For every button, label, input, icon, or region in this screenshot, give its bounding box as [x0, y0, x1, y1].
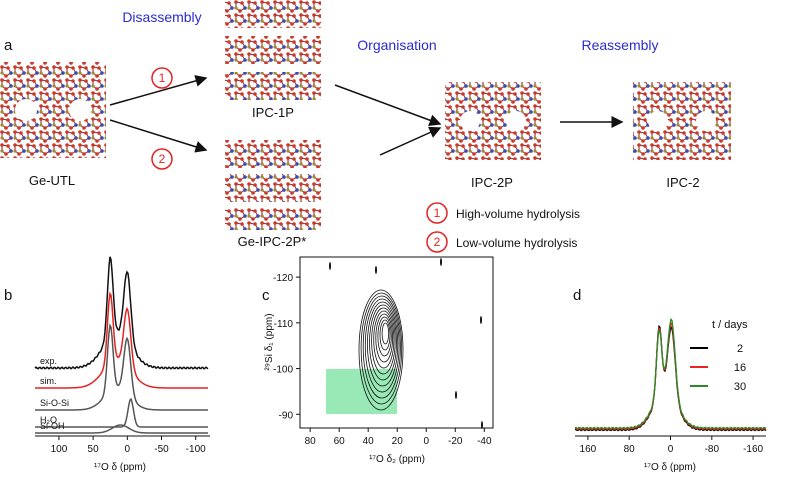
contour — [481, 421, 483, 429]
contour — [373, 310, 395, 369]
y-tick-label: -110 — [274, 319, 294, 330]
x-tick-label: 50 — [88, 444, 100, 455]
contour — [379, 319, 391, 351]
panel-label: c — [262, 287, 270, 304]
contour — [375, 266, 377, 274]
x-tick-label: 100 — [51, 444, 68, 455]
x-tick-label: 0 — [125, 444, 131, 455]
structure-label: IPC-2 — [666, 175, 699, 190]
structure-images — [0, 0, 731, 230]
contour — [455, 391, 457, 399]
plot-frame — [299, 256, 494, 429]
route-marker: 1 — [159, 71, 166, 85]
y-tick-label: -120 — [273, 273, 293, 284]
structure-label: Ge-IPC-2P* — [238, 234, 307, 249]
trace-label: H₂O — [40, 415, 57, 425]
step-label: Reassembly — [581, 37, 658, 53]
contour — [362, 295, 401, 399]
panel-label: a — [4, 37, 13, 54]
trace-label: Si-O-Si — [40, 398, 69, 408]
contour — [381, 322, 390, 345]
panel-label: d — [573, 287, 581, 304]
legend-label: 16 — [734, 362, 746, 374]
y-tick-label: -100 — [273, 365, 293, 376]
contour — [377, 316, 392, 357]
route-marker: 2 — [159, 152, 166, 166]
panel-a: a 1 2 1 2 Disassembly Organisation Reass… — [0, 0, 731, 253]
x-tick-label: 20 — [392, 436, 404, 447]
contour — [364, 298, 400, 393]
spectrum — [574, 317, 767, 430]
contour — [329, 262, 331, 270]
legend-label: 30 — [734, 381, 746, 393]
x-tick-label: -160 — [743, 444, 763, 455]
spectrum — [34, 256, 209, 370]
legend-text: High-volume hydrolysis — [456, 207, 580, 221]
x-tick-label: -40 — [477, 436, 492, 447]
panel-label: b — [4, 287, 12, 304]
x-tick-label: -20 — [448, 436, 463, 447]
y-axis-label: ²⁹Si δ₁ (ppm) — [264, 313, 275, 370]
x-tick-label: 80 — [305, 436, 317, 447]
x-axis-label: ¹⁷O δ (ppm) — [644, 462, 696, 473]
x-tick-label: 0 — [668, 444, 674, 455]
structure-label: Ge-UTL — [29, 173, 75, 188]
x-axis-label: ¹⁷O δ (ppm) — [94, 462, 146, 473]
y-tick-label: -90 — [279, 410, 294, 421]
x-tick-label: 60 — [334, 436, 346, 447]
contour — [371, 307, 396, 375]
spectrum — [35, 424, 208, 434]
panel-d: d ¹⁷O δ (ppm) t / days 160 80 0 -80 -160 2 16 3… — [573, 287, 767, 473]
contour — [369, 304, 397, 381]
spectrum — [35, 397, 208, 428]
legend-label: 2 — [737, 343, 743, 355]
legend-marker: 1 — [434, 206, 441, 220]
structure-label: IPC-2P — [471, 175, 513, 190]
panel-b: b ¹⁷O δ (ppm) 100 50 0 -50 -100 exp. sim. Si-O-… — [4, 256, 210, 473]
legend-marker: 2 — [434, 235, 441, 249]
contour — [480, 316, 482, 324]
x-tick-label: 40 — [363, 436, 375, 447]
legend-title: t / days — [712, 319, 748, 331]
panel-c: c ¹⁷O δ₂ (ppm) ²⁹Si δ₁ (ppm) 80 60 40 20 0 -2… — [262, 256, 494, 465]
spectrum — [574, 321, 767, 431]
legend-text: Low-volume hydrolysis — [456, 236, 577, 250]
x-tick-label: 80 — [624, 444, 636, 455]
x-tick-label: -50 — [154, 444, 169, 455]
trace-label: sim. — [40, 376, 57, 386]
structure-label: IPC-1P — [252, 105, 294, 120]
contour — [375, 313, 394, 363]
x-tick-label: -80 — [705, 444, 720, 455]
x-axis-label: ¹⁷O δ₂ (ppm) — [369, 454, 425, 465]
x-tick-label: -100 — [186, 444, 206, 455]
spectrum — [574, 324, 767, 432]
trace-label: exp. — [40, 356, 57, 366]
route-circles — [151, 67, 448, 253]
step-label: Disassembly — [122, 9, 201, 25]
highlight — [326, 369, 397, 414]
contour — [440, 258, 442, 266]
spectrum — [35, 323, 208, 411]
arrows — [109, 75, 624, 156]
x-tick-label: 0 — [423, 436, 429, 447]
contour — [358, 289, 404, 411]
trace-label: Si-OH — [40, 421, 65, 431]
spectrum — [35, 291, 208, 389]
contour — [360, 292, 403, 405]
step-label: Organisation — [357, 37, 436, 53]
contour — [366, 301, 399, 387]
x-tick-label: 160 — [580, 444, 597, 455]
